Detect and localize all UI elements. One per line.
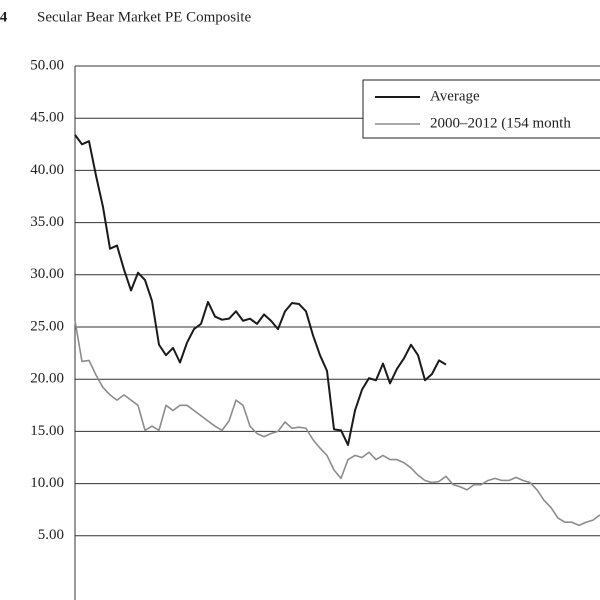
y-tick-label: 50.00 <box>30 57 64 73</box>
series-line <box>74 320 600 527</box>
figure-label: .4 <box>0 9 8 25</box>
y-tick-label: 20.00 <box>30 371 64 387</box>
y-tick-label: 5.00 <box>38 527 64 543</box>
y-tick-label: 40.00 <box>30 162 64 178</box>
legend-box <box>362 79 600 139</box>
y-tick-label: 10.00 <box>30 475 64 491</box>
y-tick-label: 35.00 <box>30 214 64 230</box>
chart-title: Secular Bear Market PE Composite <box>37 9 251 25</box>
y-tick-label: 25.00 <box>30 318 64 334</box>
legend-label: 2000–2012 (154 month <box>430 115 571 131</box>
y-tick-label: 45.00 <box>30 110 64 126</box>
y-tick-label: 15.00 <box>30 423 64 439</box>
series-line <box>74 134 447 446</box>
legend-label: Average <box>430 88 480 104</box>
y-tick-label: 30.00 <box>30 266 64 282</box>
